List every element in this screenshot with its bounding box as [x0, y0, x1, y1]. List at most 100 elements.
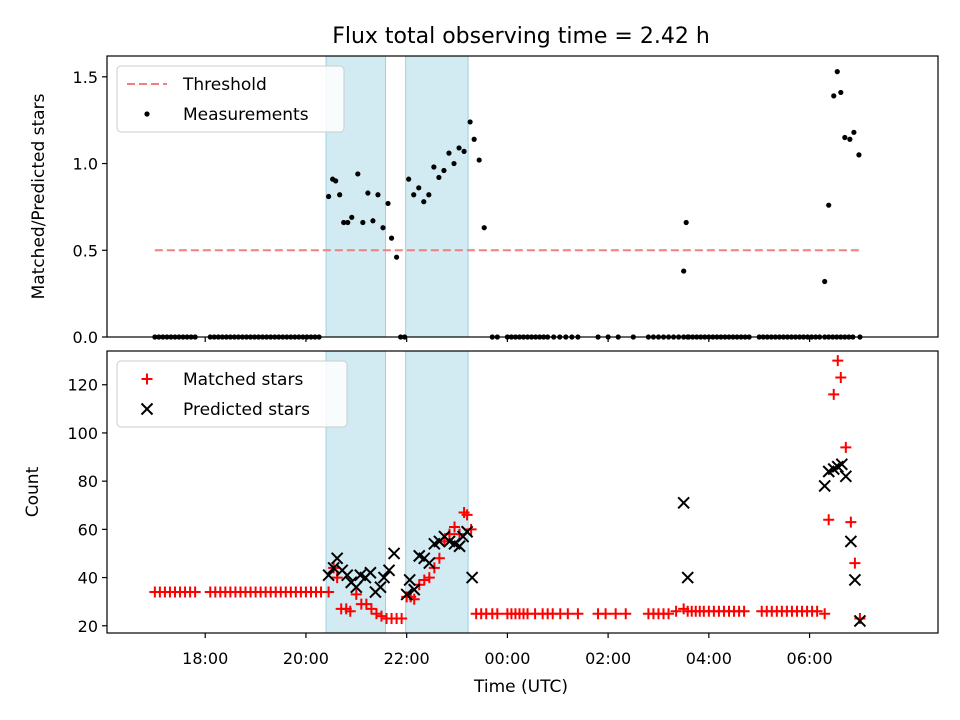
predicted-point — [387, 547, 401, 560]
y-tick-label: 0.0 — [73, 328, 98, 347]
measurement-point — [461, 148, 467, 155]
matched-point — [828, 388, 840, 400]
measurement-point — [856, 152, 862, 158]
x-tick-label: 00:00 — [484, 649, 530, 668]
y-tick-label: 120 — [67, 376, 98, 395]
predicted-point — [350, 580, 363, 594]
measurement-point — [326, 193, 332, 200]
y-tick-label: 40 — [78, 569, 98, 588]
predicted-point — [382, 564, 396, 577]
x-tick-label: 06:00 — [787, 649, 833, 668]
measurement-point — [467, 119, 473, 125]
measurement-point — [822, 278, 828, 285]
legend-label: Matched stars — [183, 370, 303, 390]
matched-point — [562, 608, 574, 620]
legend-label: Threshold — [182, 75, 267, 95]
measurement-point — [411, 192, 417, 198]
measurement-point — [471, 136, 477, 142]
measurement-point — [476, 157, 482, 163]
y-tick-label: 20 — [78, 617, 98, 636]
legend-frame — [116, 65, 345, 133]
measurement-point — [847, 136, 853, 142]
measurement-point — [388, 235, 395, 241]
matched-point — [461, 509, 473, 521]
measurement-point — [333, 178, 339, 184]
measurement-point — [456, 145, 462, 151]
measurement-point — [370, 218, 376, 224]
x-tick-label: 22:00 — [384, 649, 430, 668]
measurement-point — [360, 219, 366, 226]
axes-frame — [106, 55, 939, 338]
measurement-point — [681, 268, 687, 274]
measurement-point — [416, 185, 422, 191]
legend-matched-swatch — [141, 373, 153, 385]
measurement-point — [826, 202, 832, 208]
measurement-point — [426, 192, 432, 198]
predicted-point — [453, 540, 466, 553]
x-tick-label: 02:00 — [585, 649, 631, 668]
legend-frame — [116, 360, 348, 428]
matched-point — [365, 603, 377, 615]
predicted-point — [364, 566, 377, 579]
predicted-point — [835, 458, 849, 471]
matched-point — [360, 598, 372, 610]
measurement-point — [436, 174, 442, 181]
measurement-point — [406, 176, 412, 182]
matched-point — [491, 608, 503, 620]
predicted-point — [377, 571, 391, 584]
matched-point — [418, 574, 430, 586]
x-tick-label: 20:00 — [283, 649, 329, 668]
x-axis-label: Time (UTC) — [473, 677, 568, 697]
legend-measurement-swatch — [144, 111, 150, 117]
matched-point — [620, 608, 632, 620]
measurement-point — [345, 219, 351, 226]
shaded-interval-1 — [405, 350, 469, 634]
predicted-point — [681, 571, 694, 584]
y-tick-label: 0.5 — [73, 241, 98, 260]
legend-label: Predicted stars — [183, 400, 310, 420]
predicted-point — [341, 568, 354, 582]
y-tick-label: 1.5 — [73, 68, 98, 87]
measurement-point — [393, 254, 400, 260]
legend: Matched stars Predicted stars — [116, 360, 348, 428]
measurement-point — [851, 129, 857, 135]
predicted-point — [844, 535, 858, 548]
matched-point — [835, 372, 847, 384]
top-panel-ratio: 0.0 0.5 1.0 1.5 Matched/Predicted stars Thres… — [29, 55, 939, 347]
y-axis-label: Count — [23, 466, 43, 517]
legend-predicted-swatch — [140, 402, 154, 416]
measurement-point — [431, 164, 437, 170]
predicted-point — [322, 568, 335, 582]
matched-point — [396, 613, 408, 625]
predicted-point — [403, 573, 416, 587]
measurement-point — [838, 89, 844, 96]
matched-point — [572, 608, 584, 620]
matched-point — [832, 355, 844, 367]
matched-point — [819, 608, 831, 620]
matched-point — [840, 441, 852, 453]
y-axis-label: Matched/Predicted stars — [29, 93, 49, 299]
matched-point — [670, 605, 682, 617]
y-tick-label: 1.0 — [73, 155, 98, 174]
measurement-point — [380, 225, 386, 231]
predicted-point — [818, 479, 831, 493]
y-tick-label: 60 — [78, 520, 98, 539]
matched-point — [331, 572, 343, 584]
predicted-point — [330, 552, 344, 565]
matched-point — [845, 516, 857, 528]
matched-point — [350, 588, 362, 600]
measurement-point — [831, 93, 837, 99]
matched-point — [610, 608, 622, 620]
x-tick-label: 18:00 — [182, 649, 228, 668]
axes-frame — [106, 350, 939, 634]
chart-title: Flux total observing time = 2.42 h — [332, 24, 710, 49]
measurement-point — [365, 190, 371, 196]
measurement-point — [683, 219, 689, 226]
matched-point — [465, 523, 477, 535]
matched-point — [423, 572, 435, 584]
matched-point — [323, 586, 335, 598]
predicted-point — [408, 583, 421, 596]
matched-point — [189, 586, 201, 598]
y-tick-label: 80 — [78, 472, 98, 491]
